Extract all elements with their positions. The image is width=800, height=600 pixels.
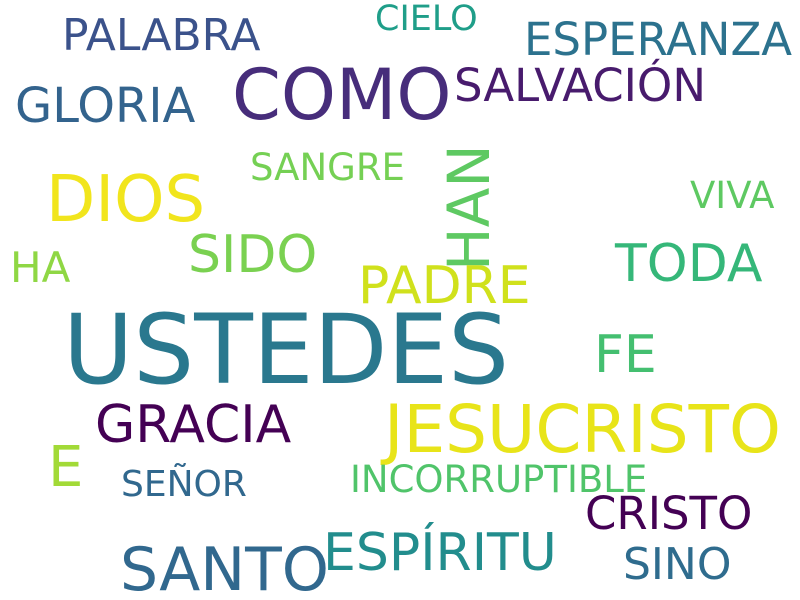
word-como: COMO <box>232 54 452 136</box>
word-incorruptible: INCORRUPTIBLE <box>350 458 648 501</box>
word-cielo: CIELO <box>375 0 478 39</box>
word-han: HAN <box>435 144 503 271</box>
word-e: E <box>48 435 84 500</box>
word-espiritu: ESPÍRITU <box>323 523 557 583</box>
word-ha: HA <box>10 243 71 292</box>
word-esperanza: ESPERANZA <box>524 13 793 66</box>
word-dios: DIOS <box>46 163 206 237</box>
word-ustedes: USTEDES <box>63 294 510 406</box>
word-toda: TODA <box>615 234 763 294</box>
word-senor: SEÑOR <box>121 464 247 505</box>
word-viva: VIVA <box>690 174 775 217</box>
word-fe: FE <box>594 325 657 385</box>
word-palabra: PALABRA <box>62 10 261 61</box>
word-salvacion: SALVACIÓN <box>454 59 706 112</box>
word-gracia: GRACIA <box>95 395 292 455</box>
word-sangre: SANGRE <box>250 146 405 189</box>
word-santo: SANTO <box>120 535 330 600</box>
word-cristo: CRISTO <box>585 487 753 540</box>
word-gloria: GLORIA <box>15 78 196 134</box>
word-jesucristo: JESUCRISTO <box>384 391 781 468</box>
word-padre: PADRE <box>358 256 531 316</box>
word-sino: SINO <box>623 539 732 590</box>
word-sido: SIDO <box>188 225 318 285</box>
